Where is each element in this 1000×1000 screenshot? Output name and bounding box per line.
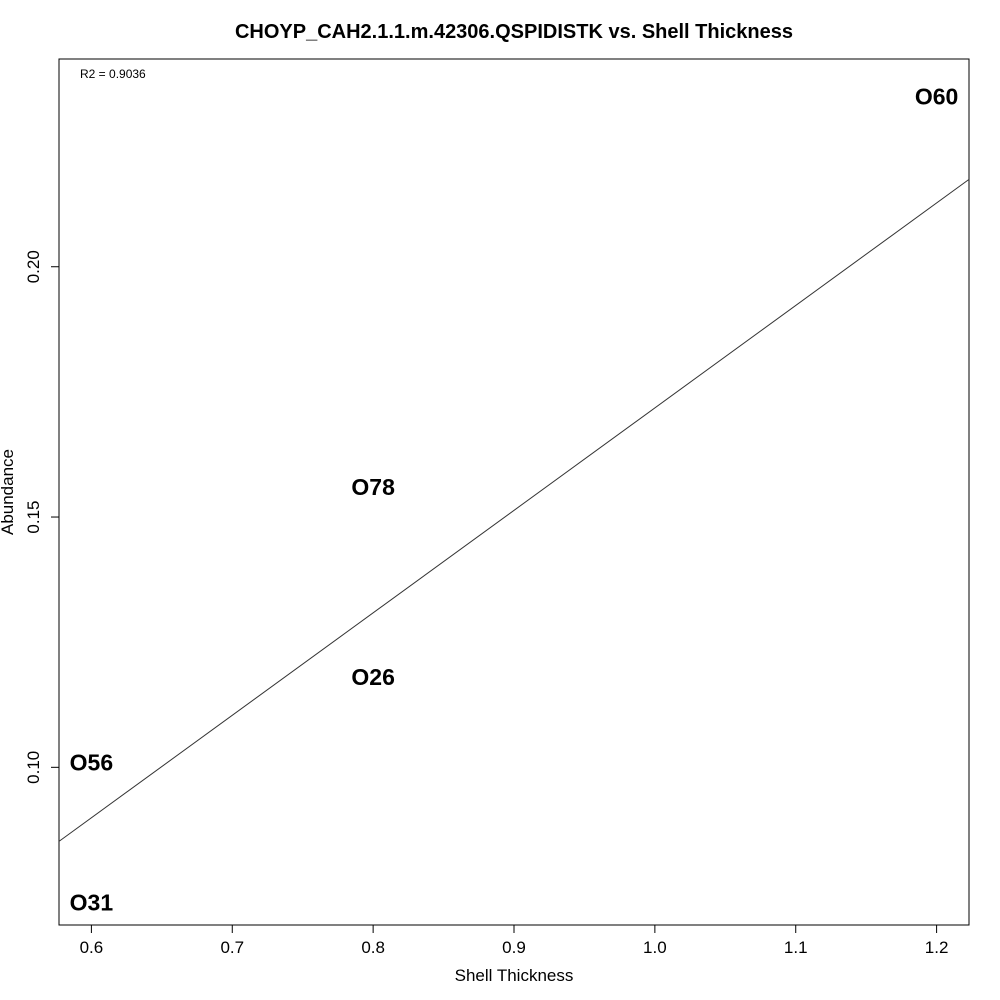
x-tick-label: 1.0 xyxy=(643,938,667,957)
y-tick-label: 0.10 xyxy=(24,751,43,784)
x-tick-label: 0.9 xyxy=(502,938,526,957)
point-label-o60: O60 xyxy=(915,84,958,110)
x-tick-label: 0.7 xyxy=(220,938,244,957)
point-label-o31: O31 xyxy=(70,889,114,915)
y-axis: 0.10 0.15 0.20 xyxy=(24,250,60,784)
point-label-o78: O78 xyxy=(351,474,395,500)
r-squared-annotation: R2 = 0.9036 xyxy=(80,67,146,81)
data-points: O60 O78 O26 O56 O31 xyxy=(70,84,959,916)
x-tick-label: 1.1 xyxy=(784,938,808,957)
point-label-o26: O26 xyxy=(351,664,394,690)
y-tick-label: 0.20 xyxy=(24,250,43,283)
x-axis: 0.6 0.7 0.8 0.9 1.0 1.1 1.2 xyxy=(80,924,949,957)
x-axis-label: Shell Thickness xyxy=(455,966,574,985)
regression-layer xyxy=(58,178,970,842)
point-label-o56: O56 xyxy=(70,749,113,775)
x-tick-label: 1.2 xyxy=(925,938,949,957)
y-axis-label: Abundance xyxy=(0,449,17,535)
x-tick-label: 0.8 xyxy=(361,938,385,957)
plot-frame xyxy=(58,58,970,926)
chart-title: CHOYP_CAH2.1.1.m.42306.QSPIDISTK vs. She… xyxy=(235,21,793,43)
x-tick-label: 0.6 xyxy=(80,938,104,957)
y-tick-label: 0.15 xyxy=(24,500,43,533)
regression-line xyxy=(58,178,970,842)
